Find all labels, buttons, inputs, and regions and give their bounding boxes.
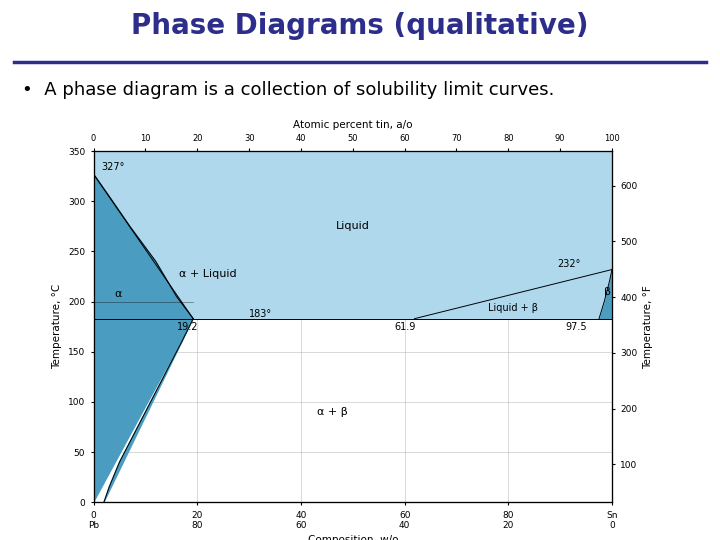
Text: 61.9: 61.9 xyxy=(395,322,415,332)
Text: 19.2: 19.2 xyxy=(176,322,198,332)
Text: •  A phase diagram is a collection of solubility limit curves.: • A phase diagram is a collection of sol… xyxy=(22,81,554,99)
Polygon shape xyxy=(599,269,612,319)
Text: α: α xyxy=(114,288,122,299)
Text: Liquid + β: Liquid + β xyxy=(487,302,538,313)
Polygon shape xyxy=(94,174,193,319)
Polygon shape xyxy=(94,151,612,319)
Text: Phase Diagrams (qualitative): Phase Diagrams (qualitative) xyxy=(131,12,589,39)
Text: Liquid: Liquid xyxy=(336,221,370,232)
X-axis label: Composition, w/o: Composition, w/o xyxy=(307,536,398,540)
Y-axis label: Temperature, °F: Temperature, °F xyxy=(643,285,653,369)
Text: α + β: α + β xyxy=(317,407,348,417)
Text: 97.5: 97.5 xyxy=(565,322,587,332)
X-axis label: Atomic percent tin, a/o: Atomic percent tin, a/o xyxy=(293,120,413,130)
Text: 183°: 183° xyxy=(249,309,272,319)
Text: β: β xyxy=(604,287,611,296)
Text: 327°: 327° xyxy=(102,162,125,172)
Y-axis label: Temperature, °C: Temperature, °C xyxy=(53,284,63,369)
Text: 232°: 232° xyxy=(557,259,581,268)
Polygon shape xyxy=(94,174,193,502)
Text: α + Liquid: α + Liquid xyxy=(179,268,236,279)
Polygon shape xyxy=(415,269,612,319)
